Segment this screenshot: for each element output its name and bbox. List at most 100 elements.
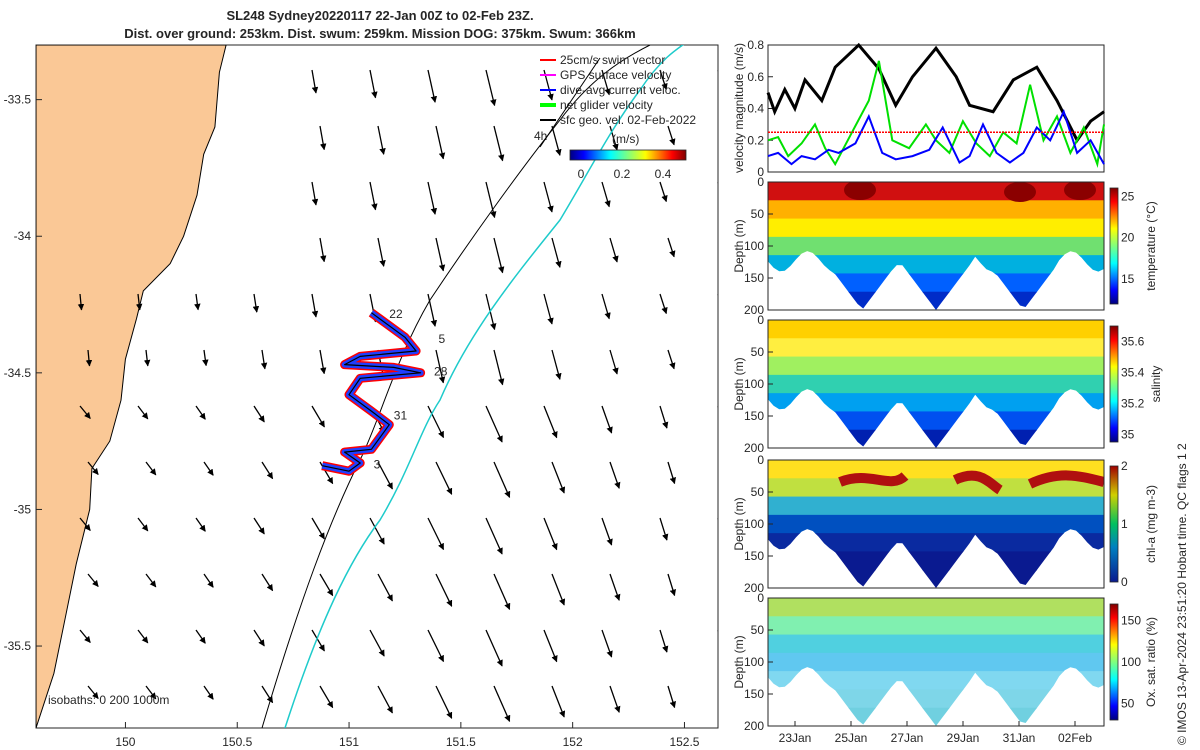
velocity-arrow <box>311 69 319 94</box>
section-colorbar <box>1109 465 1119 583</box>
velocity-arrow <box>311 629 325 652</box>
velocity-arrow <box>195 405 206 420</box>
velocity-arrow <box>253 517 265 535</box>
warm-patch <box>844 182 876 200</box>
velocity-arrow <box>85 349 93 367</box>
section-colorbar-tick: 100 <box>1121 655 1141 669</box>
section-colorbar-tick: 15 <box>1121 272 1135 286</box>
map-ytick-label-4: -35.5 <box>4 639 32 653</box>
velocity-series-0 <box>766 42 1105 144</box>
velocity-arrow <box>659 69 668 91</box>
section-band <box>768 273 1104 293</box>
velocity-arrow <box>609 573 621 601</box>
velocity-arrow <box>435 573 453 607</box>
velocity-arrow <box>145 573 157 588</box>
velocity-arrow <box>194 293 201 311</box>
velocity-arrow <box>717 406 718 409</box>
velocity-arrow <box>79 517 91 532</box>
velocity-arrow <box>667 685 676 709</box>
velocity-arrow <box>203 573 214 588</box>
velocity-arrow <box>659 293 668 315</box>
velocity-series <box>766 42 1105 168</box>
section-ytick-label: 50 <box>751 485 765 499</box>
velocity-arrow <box>369 181 378 211</box>
velocity-arrow <box>485 69 497 107</box>
legend-label-4: sfc geo. vel. 02-Feb-2022 <box>560 113 696 127</box>
velocity-arrow <box>601 405 613 434</box>
velocity-arrow <box>435 349 446 384</box>
velocity-arrow <box>311 293 319 318</box>
section-colorbar <box>1109 187 1119 305</box>
section-band <box>768 598 1104 618</box>
day-labels: 22 5 28 31 3 <box>374 307 448 471</box>
velocity-arrow <box>609 349 619 375</box>
section-band <box>768 616 1104 636</box>
map-xtick-label-3: 151.5 <box>446 735 476 749</box>
chl-maximum <box>838 470 1104 495</box>
velocity-arrow <box>601 629 613 658</box>
velocity-arrow <box>543 629 558 663</box>
map-colorbar <box>569 149 687 161</box>
velocity-arrow <box>369 69 378 99</box>
day-label-0: 22 <box>389 307 403 321</box>
section-colorbar-tick: 1 <box>1121 517 1128 531</box>
velocity-arrow <box>137 517 149 532</box>
velocity-arrow <box>311 181 319 206</box>
section-colorbar-tick: 35.2 <box>1121 396 1145 410</box>
section-ytick-label: 200 <box>744 441 764 455</box>
velocity-arrow <box>667 461 676 485</box>
section-ylabel: Depth (m) <box>732 219 746 272</box>
map-colorbar-tick-2: 0.4 <box>655 167 672 181</box>
section-ytick-label: 150 <box>744 271 764 285</box>
velocity-arrow <box>601 293 611 320</box>
velocity-arrow <box>717 182 718 184</box>
map-xtick-label-1: 150.5 <box>222 735 252 749</box>
velocity-arrow <box>435 461 453 495</box>
velocity-arrow <box>261 573 274 592</box>
section-ytick-label: 0 <box>757 591 764 605</box>
velocity-arrow <box>252 293 260 313</box>
velocity-arrow <box>493 237 505 274</box>
velocity-arrow <box>137 405 149 420</box>
section-colorbar-tick: 2 <box>1121 459 1128 473</box>
velocity-arrow <box>143 349 151 367</box>
velocity-arrow <box>493 125 505 162</box>
velocity-arrow <box>77 293 85 311</box>
velocity-arrow <box>137 629 149 644</box>
section-colorbar-tick: 0 <box>1121 575 1128 589</box>
legend-label-1: GPS surface velocity <box>560 68 671 82</box>
section-sal: 0 50 100 150 200 Depth (m) 35 35.2 35.4 35.6 salin… <box>732 313 1163 455</box>
velocity-arrow <box>609 125 619 151</box>
section-colorbar-tick: 25 <box>1121 189 1135 203</box>
velocity-arrow <box>726 574 730 591</box>
velocity-arrow <box>485 629 503 667</box>
velocity-arrow <box>609 685 621 713</box>
velocity-arrow <box>79 629 91 644</box>
velocity-arrow <box>435 685 453 719</box>
velocity-ytick-label-0: 0 <box>757 165 764 179</box>
velocity-arrow <box>145 461 157 476</box>
isobath-200m <box>261 45 651 728</box>
date-tick-label-2: 27Jan <box>891 731 924 745</box>
section-colorbar <box>1109 603 1119 721</box>
section-chl: 0 50 100 150 200 Depth (m) 0 1 2 chl-a (mg m-3) <box>732 453 1158 595</box>
section-colorbar-tick: 50 <box>1121 696 1135 710</box>
velocity-arrow <box>377 237 386 267</box>
section-ytick-label: 100 <box>744 239 764 253</box>
section-band <box>768 634 1104 654</box>
map-ytick-label-1: -34 <box>14 229 32 243</box>
velocity-arrow <box>667 349 676 370</box>
date-tick-label-3: 29Jan <box>947 731 980 745</box>
velocity-arrow <box>87 461 99 476</box>
velocity-arrow <box>369 629 385 657</box>
section-ytick-label: 0 <box>757 175 764 189</box>
velocity-arrow <box>427 181 438 215</box>
velocity-arrow <box>609 461 621 489</box>
velocity-arrow <box>377 685 393 714</box>
section-ytick-label: 150 <box>744 409 764 423</box>
velocity-arrow <box>667 125 676 146</box>
velocity-arrow <box>601 181 611 208</box>
velocity-arrow <box>87 573 99 588</box>
colorbar-label-map: (m/s) <box>612 132 639 146</box>
velocity-arrow <box>551 237 562 268</box>
